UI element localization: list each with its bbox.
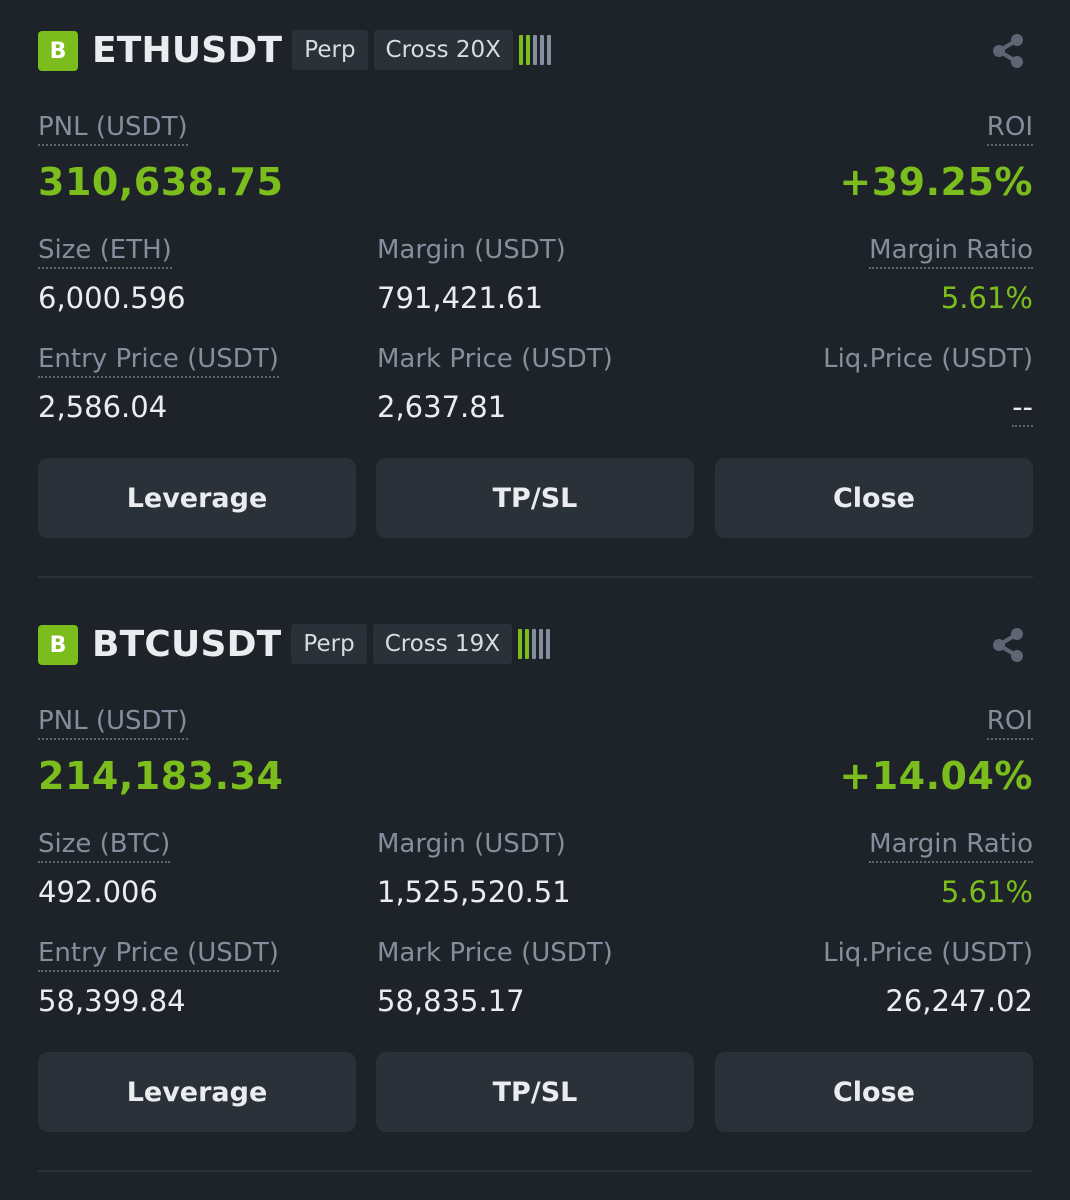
tpsl-button[interactable]: TP/SL xyxy=(376,1052,694,1132)
position-header: B ETHUSDT Perp Cross 20X xyxy=(38,28,1033,72)
risk-bar xyxy=(518,35,523,65)
risk-bar xyxy=(539,35,544,65)
margin-ratio-label[interactable]: Margin Ratio xyxy=(869,233,1033,269)
position-card-btcusdt: B BTCUSDT Perp Cross 19X PNL (USDT) ROI … xyxy=(38,622,1033,1182)
tpsl-button[interactable]: TP/SL xyxy=(376,458,694,538)
pnl-value: 310,638.75 xyxy=(38,160,284,204)
share-icon[interactable] xyxy=(988,31,1028,71)
entry-price-label[interactable]: Entry Price (USDT) xyxy=(38,936,279,972)
exchange-badge-icon: B xyxy=(38,625,78,665)
risk-bar xyxy=(532,35,537,65)
margin-ratio-bars-icon xyxy=(518,33,554,67)
risk-bar xyxy=(539,629,544,659)
margin-mode-tag[interactable]: Cross 19X xyxy=(372,624,513,664)
risk-bar xyxy=(546,629,551,659)
pnl-value: 214,183.34 xyxy=(38,754,284,798)
leverage-button[interactable]: Leverage xyxy=(38,1052,356,1132)
contract-type-tag: Perp xyxy=(291,624,367,664)
liq-price-label: Liq.Price (USDT) xyxy=(823,938,1033,968)
close-button[interactable]: Close xyxy=(715,1052,1033,1132)
liq-price-label: Liq.Price (USDT) xyxy=(823,344,1033,374)
entry-price-label[interactable]: Entry Price (USDT) xyxy=(38,342,279,378)
roi-label[interactable]: ROI xyxy=(986,110,1033,146)
entry-price-value: 58,399.84 xyxy=(38,984,186,1018)
divider xyxy=(38,1170,1033,1172)
roi-label[interactable]: ROI xyxy=(986,704,1033,740)
mark-price-label: Mark Price (USDT) xyxy=(377,344,613,374)
roi-value: +39.25% xyxy=(839,160,1033,204)
leverage-button[interactable]: Leverage xyxy=(38,458,356,538)
symbol-name[interactable]: ETHUSDT xyxy=(92,29,283,71)
share-icon[interactable] xyxy=(988,625,1028,665)
entry-price-value: 2,586.04 xyxy=(38,390,168,424)
margin-mode-tag[interactable]: Cross 20X xyxy=(373,30,513,70)
mark-price-value: 58,835.17 xyxy=(377,984,525,1018)
margin-ratio-value: 5.61% xyxy=(940,875,1033,909)
risk-bar xyxy=(525,629,530,659)
contract-type-tag: Perp xyxy=(292,30,368,70)
risk-bar xyxy=(532,629,537,659)
pnl-label[interactable]: PNL (USDT) xyxy=(38,704,188,740)
mark-price-label: Mark Price (USDT) xyxy=(377,938,613,968)
divider xyxy=(38,576,1033,578)
liq-price-value: 26,247.02 xyxy=(885,984,1033,1018)
close-button[interactable]: Close xyxy=(715,458,1033,538)
size-label[interactable]: Size (ETH) xyxy=(38,233,172,269)
size-label[interactable]: Size (BTC) xyxy=(38,827,171,863)
margin-ratio-bars-icon xyxy=(518,627,553,661)
size-value: 492.006 xyxy=(38,875,158,909)
liq-price-value[interactable]: -- xyxy=(1012,389,1033,427)
pnl-label[interactable]: PNL (USDT) xyxy=(38,110,188,146)
margin-value: 1,525,520.51 xyxy=(377,875,571,909)
mark-price-value: 2,637.81 xyxy=(377,390,507,424)
margin-ratio-label[interactable]: Margin Ratio xyxy=(869,827,1033,863)
symbol-name[interactable]: BTCUSDT xyxy=(92,623,282,665)
margin-value: 791,421.61 xyxy=(377,281,544,315)
position-header: B BTCUSDT Perp Cross 19X xyxy=(38,622,1033,666)
margin-label: Margin (USDT) xyxy=(377,235,566,265)
margin-label: Margin (USDT) xyxy=(377,829,566,859)
risk-bar xyxy=(525,35,530,65)
risk-bar xyxy=(518,629,523,659)
size-value: 6,000.596 xyxy=(38,281,186,315)
risk-bar xyxy=(546,35,551,65)
exchange-badge-icon: B xyxy=(38,31,78,71)
roi-value: +14.04% xyxy=(839,754,1033,798)
margin-ratio-value: 5.61% xyxy=(940,281,1033,315)
position-card-ethusdt: B ETHUSDT Perp Cross 20X PNL (USDT) ROI … xyxy=(38,28,1033,588)
